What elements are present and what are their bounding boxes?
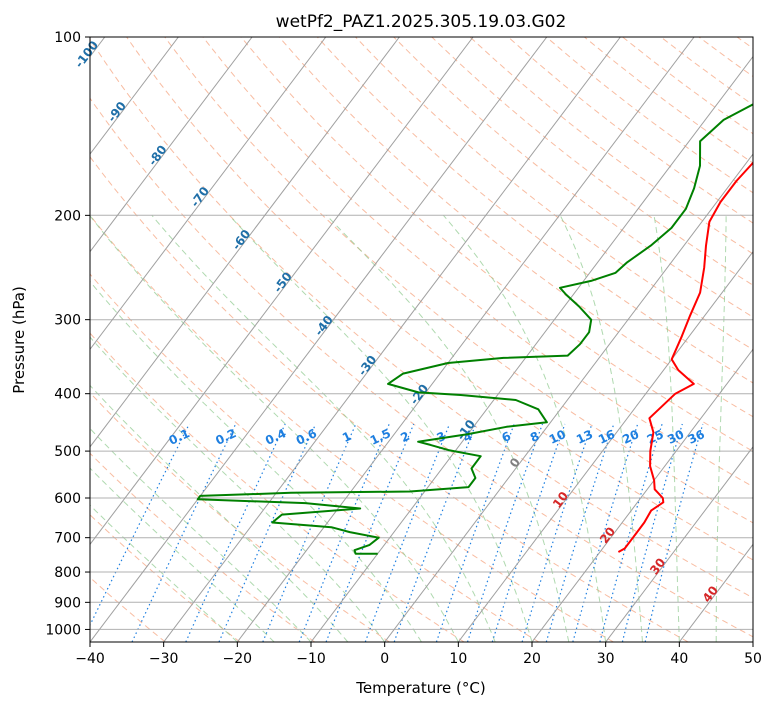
x-tick-label: 20 xyxy=(523,651,541,667)
x-tick-label: −30 xyxy=(149,651,179,667)
y-tick-label: 900 xyxy=(54,595,81,611)
y-tick-label: 200 xyxy=(54,208,81,224)
x-tick-label: −10 xyxy=(296,651,326,667)
y-tick-label: 400 xyxy=(54,387,81,403)
x-tick-label: −40 xyxy=(75,651,105,667)
y-tick-label: 600 xyxy=(54,491,81,507)
y-tick-label: 100 xyxy=(54,30,81,46)
chart-title: wetPf2_PAZ1.2025.305.19.03.G02 xyxy=(276,12,567,32)
x-axis: −40 −30 −20 −10 0 10 20 30 40 50 xyxy=(75,642,762,667)
x-tick-label: 10 xyxy=(449,651,467,667)
x-tick-label: 50 xyxy=(744,651,762,667)
y-tick-label: 500 xyxy=(54,444,81,460)
x-tick-label: −20 xyxy=(223,651,253,667)
x-axis-label: Temperature (°C) xyxy=(355,679,485,697)
y-axis: 1000 900 800 700 600 500 400 300 200 100 xyxy=(45,30,90,638)
isotherm-line xyxy=(753,37,775,642)
x-tick-label: 30 xyxy=(597,651,615,667)
y-tick-label: 800 xyxy=(54,565,81,581)
y-tick-label: 1000 xyxy=(45,622,81,638)
y-tick-label: 300 xyxy=(54,313,81,329)
plot-background xyxy=(90,37,753,642)
x-tick-label: 40 xyxy=(670,651,688,667)
x-tick-label: 0 xyxy=(380,651,389,667)
y-tick-label: 700 xyxy=(54,531,81,547)
y-axis-label: Pressure (hPa) xyxy=(10,286,28,394)
